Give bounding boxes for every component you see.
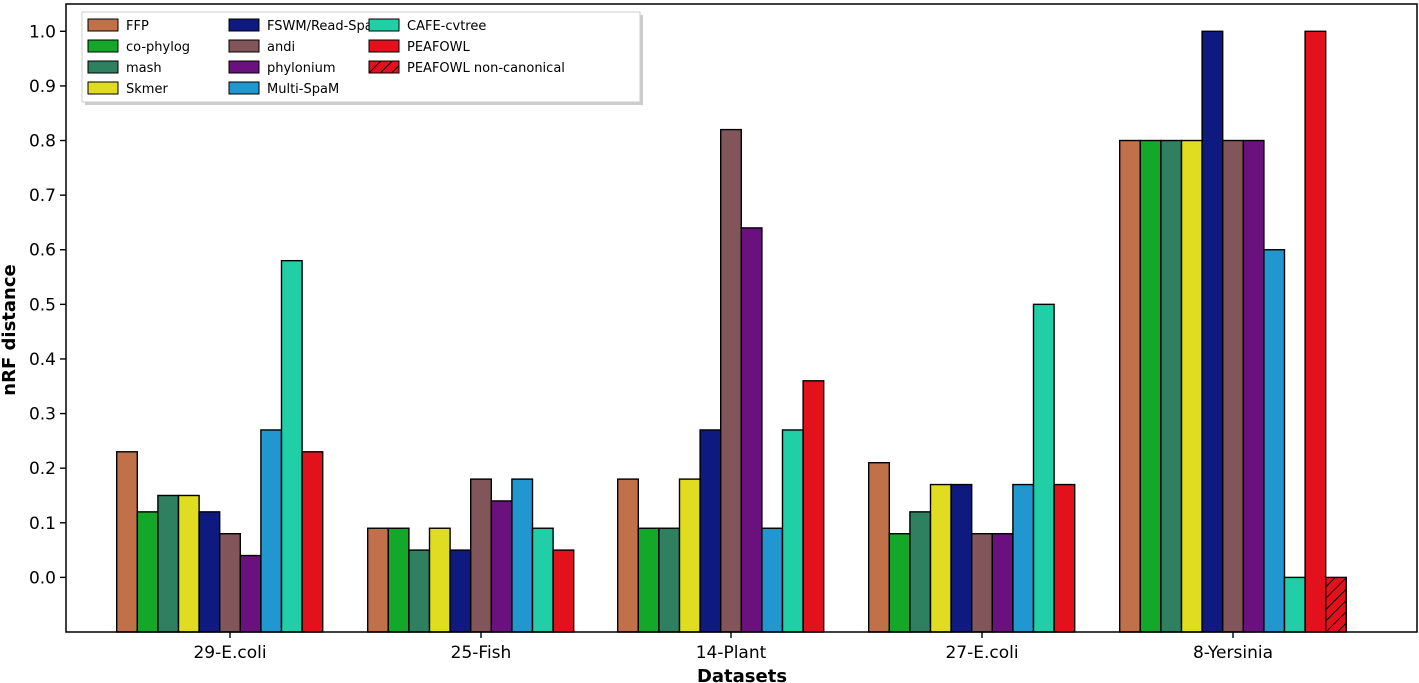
x-tick-label: 29-E.coli [193,643,266,663]
bar-ffp-27-e-coli [868,462,891,633]
bar-andi-29-e-coli [218,533,241,633]
bar-multi-spam-8-yersinia [1263,249,1286,633]
y-tick-label: 1.0 [29,22,56,42]
legend-swatch [87,18,119,32]
legend-swatch [228,39,260,53]
bar-co-phylog-14-plant [637,527,660,633]
bar-multi-spam-27-e-coli [1012,483,1035,633]
bar-andi-8-yersinia [1221,139,1244,633]
y-tick-label: 0.5 [29,295,56,315]
bar-cafe-cvtree-29-e-coli [280,259,303,633]
legend-label: PEAFOWL [407,40,471,55]
bar-multi-spam-29-e-coli [260,429,283,633]
legend-label: Skmer [126,82,168,97]
legend-swatch [368,39,400,53]
bar-co-phylog-8-yersinia [1139,139,1162,633]
legend-swatch [368,60,400,74]
bar-multi-spam-14-plant [761,527,784,633]
legend-label: co-phylog [126,40,190,55]
y-tick-label: 0.9 [29,77,56,97]
bar-skmer-14-plant [678,478,701,633]
legend-label: FFP [126,19,149,34]
bar-multi-spam-25-fish [511,478,534,633]
bar-peafowl-14-plant [802,380,825,633]
bar-fswm-read-spam-29-e-coli [198,511,221,633]
legend-swatch [87,39,119,53]
bar-phylonium-27-e-coli [991,533,1014,633]
legend-label: mash [126,61,162,76]
bar-phylonium-25-fish [490,500,513,633]
y-tick-label: 0.0 [29,568,56,588]
legend-label: CAFE-cvtree [407,19,486,34]
bar-phylonium-29-e-coli [239,554,262,633]
bar-skmer-8-yersinia [1180,139,1203,633]
legend-swatch [228,18,260,32]
bar-andi-25-fish [470,478,493,633]
bar-fswm-read-spam-14-plant [699,429,722,633]
bar-fswm-read-spam-8-yersinia [1201,30,1224,633]
bar-peafowl-27-e-coli [1053,483,1076,633]
axes-layer: 0.0 0.1 0.2 0.3 0.4 0.5 0.6 0.7 0.8 0.9 1.0 29-E.co… [29,3,1418,663]
bar-peafowl-non-canonical-8-yersinia [1324,576,1347,633]
bar-co-phylog-27-e-coli [888,533,911,633]
bar-co-phylog-29-e-coli [136,511,159,633]
y-tick-label: 0.4 [29,350,56,370]
bar-andi-27-e-coli [971,533,994,633]
bar-peafowl-25-fish [552,549,575,633]
legend-swatch [87,81,119,95]
x-tick-label: 14-Plant [696,643,767,663]
bar-mash-25-fish [408,549,431,633]
bar-fswm-read-spam-25-fish [449,549,472,633]
bars-layer [115,30,1347,633]
bar-ffp-29-e-coli [115,451,138,633]
legend-swatch [368,18,400,32]
bar-cafe-cvtree-8-yersinia [1283,576,1306,633]
legend-label: phylonium [267,61,336,76]
bar-cafe-cvtree-25-fish [531,527,554,633]
x-axis-title: Datasets [697,666,787,683]
legend: FFP co-phylog mash Skmer FSWM/Read-SpaM andi p… [81,11,643,105]
x-tick-label: 25-Fish [451,643,512,663]
bar-skmer-25-fish [428,527,451,633]
y-tick-label: 0.8 [29,132,56,152]
legend-label: Multi-SpaM [267,82,339,97]
bar-fswm-read-spam-27-e-coli [950,483,973,633]
bar-phylonium-14-plant [740,227,763,633]
bar-peafowl-29-e-coli [301,451,324,633]
bar-mash-8-yersinia [1160,139,1183,633]
bar-ffp-8-yersinia [1118,139,1141,633]
bar-cafe-cvtree-27-e-coli [1032,303,1055,633]
plot-frame [65,3,1418,633]
y-tick-label: 0.3 [29,405,56,425]
bar-co-phylog-25-fish [387,527,410,633]
bar-mash-27-e-coli [909,511,932,633]
y-tick-label: 0.1 [29,514,56,534]
legend-swatch [228,81,260,95]
legend-box [81,11,641,103]
bar-ffp-14-plant [617,478,640,633]
bar-skmer-29-e-coli [177,494,200,633]
y-tick-label: 0.7 [29,186,56,206]
legend-label: andi [267,40,295,55]
bar-skmer-27-e-coli [929,483,952,633]
y-tick-label: 0.2 [29,459,56,479]
bar-phylonium-8-yersinia [1242,139,1265,633]
bar-andi-14-plant [720,128,743,633]
legend-label: FSWM/Read-SpaM [267,19,384,34]
legend-swatch [228,60,260,74]
y-tick-label: 0.6 [29,241,56,261]
bar-cafe-cvtree-14-plant [781,429,804,633]
x-tick-label: 8-Yersinia [1193,643,1273,663]
bar-peafowl-8-yersinia [1304,30,1327,633]
bar-mash-29-e-coli [157,494,180,633]
bar-ffp-25-fish [367,527,390,633]
legend-label: PEAFOWL non-canonical [407,61,565,76]
y-axis-title: nRF distance [0,264,20,395]
bar-mash-14-plant [658,527,681,633]
x-tick-label: 27-E.coli [945,643,1018,663]
legend-swatch [87,60,119,74]
